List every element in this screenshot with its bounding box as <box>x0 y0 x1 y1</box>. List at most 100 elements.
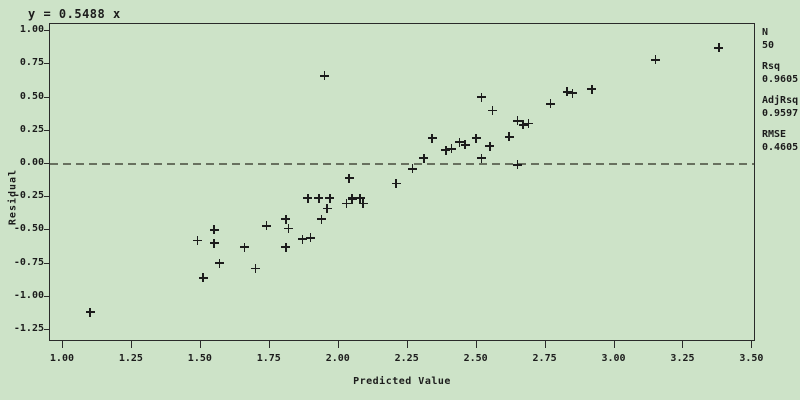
data-point-marker <box>524 119 534 129</box>
y-axis-tick <box>44 229 49 231</box>
zero-reference-line <box>50 163 754 165</box>
x-axis-tick <box>199 341 201 348</box>
x-axis-tick-label: 3.00 <box>601 353 626 364</box>
stat-label: AdjRsq <box>762 95 799 106</box>
data-point-marker <box>488 105 498 115</box>
y-axis-tick <box>44 329 49 331</box>
data-point-marker <box>322 204 332 214</box>
data-point-marker <box>355 193 365 203</box>
y-axis-tick-label: 0.00 <box>19 157 44 168</box>
y-axis-tick <box>44 63 49 65</box>
data-point-marker <box>477 153 487 163</box>
data-point-marker <box>485 141 495 151</box>
data-point-marker <box>303 193 313 203</box>
y-axis-tick-label: 0.25 <box>19 123 44 135</box>
data-point-marker <box>344 173 354 183</box>
data-point-marker <box>391 178 401 188</box>
data-point-marker <box>317 214 327 224</box>
x-axis-tick <box>61 341 63 348</box>
data-point-marker <box>518 120 528 130</box>
y-axis-tick <box>44 163 49 164</box>
stat-value: 50 <box>762 40 775 51</box>
data-point-marker <box>650 55 660 65</box>
stat-adjrsq: AdjRsq 0.9597 <box>762 94 798 120</box>
y-axis-tick-label: 0.75 <box>19 57 44 69</box>
y-axis-tick <box>44 196 49 198</box>
x-axis-tick <box>544 341 546 348</box>
y-axis-tick-label: -1.00 <box>13 289 44 301</box>
y-axis-tick <box>44 96 49 98</box>
y-axis-tick <box>44 30 49 32</box>
data-point-marker <box>209 225 219 235</box>
data-point-marker <box>85 307 95 317</box>
data-point-marker <box>358 198 368 208</box>
data-point-marker <box>193 236 203 246</box>
stat-value: 0.9597 <box>762 108 799 119</box>
data-point-marker <box>325 193 335 203</box>
data-point-marker <box>714 43 724 53</box>
y-axis-tick-label: -1.25 <box>13 323 44 335</box>
x-axis-tick-label: 2.75 <box>532 353 557 364</box>
x-axis-tick <box>337 341 339 348</box>
x-axis-tick <box>613 341 615 348</box>
data-point-marker <box>562 87 572 97</box>
data-point-marker <box>239 242 249 252</box>
data-point-marker <box>513 160 522 170</box>
data-point-marker <box>281 214 291 224</box>
data-point-marker <box>284 224 294 234</box>
x-axis-tick <box>682 341 684 348</box>
data-point-marker <box>281 242 291 252</box>
data-point-marker <box>513 116 522 126</box>
data-point-marker <box>419 153 429 163</box>
y-axis-tick-label: 1.00 <box>19 24 44 36</box>
data-point-marker <box>455 137 465 147</box>
x-axis-tick <box>406 341 408 348</box>
x-axis-tick <box>475 341 477 348</box>
plot-area <box>49 23 755 341</box>
data-point-marker <box>262 221 272 231</box>
x-axis-tick-label: 2.00 <box>325 353 350 364</box>
y-axis-tick <box>44 295 49 297</box>
y-axis-tick-label: 0.50 <box>19 90 44 102</box>
y-axis-tick-label: -0.50 <box>13 223 44 235</box>
stat-n: N 50 <box>762 26 798 52</box>
x-axis-tick <box>751 341 753 348</box>
data-point-marker <box>209 238 219 248</box>
x-axis-tick-label: 2.25 <box>394 353 419 364</box>
data-point-marker <box>441 145 451 155</box>
y-axis-tick <box>44 262 49 264</box>
data-point-marker <box>347 194 357 204</box>
stat-rsq: Rsq 0.9605 <box>762 60 798 86</box>
stat-rmse: RMSE 0.4605 <box>762 128 798 154</box>
x-axis-title: Predicted Value <box>353 376 451 387</box>
data-point-marker <box>319 71 329 81</box>
data-point-marker <box>446 144 456 154</box>
x-axis-tick <box>268 341 270 348</box>
x-axis-tick-label: 2.50 <box>463 353 488 364</box>
y-axis-tick <box>44 129 49 131</box>
x-axis-tick-label: 3.25 <box>670 353 695 364</box>
x-axis-tick-label: 1.50 <box>187 353 212 364</box>
data-point-marker <box>215 258 225 268</box>
stat-label: Rsq <box>762 61 781 72</box>
stat-label: RMSE <box>762 129 787 140</box>
stat-value: 0.9605 <box>762 74 799 85</box>
x-axis-tick-label: 1.75 <box>256 353 281 364</box>
data-point-marker <box>477 92 487 102</box>
data-point-marker <box>342 198 352 208</box>
fit-statistics-panel: N 50 Rsq 0.9605 AdjRsq 0.9597 RMSE 0.460… <box>762 26 798 162</box>
data-point-marker <box>587 84 597 94</box>
data-point-marker <box>568 88 578 98</box>
stat-label: N <box>762 27 769 38</box>
data-point-marker <box>504 132 514 142</box>
y-axis-tick-label: -0.25 <box>13 190 44 202</box>
data-point-marker <box>408 164 418 174</box>
data-point-marker <box>471 133 481 143</box>
x-axis-tick-label: 1.00 <box>49 353 74 364</box>
data-point-marker <box>546 99 556 109</box>
data-point-marker <box>314 193 324 203</box>
data-point-marker <box>198 273 208 283</box>
data-point-marker <box>427 133 437 143</box>
x-axis-tick-label: 3.50 <box>739 353 764 364</box>
